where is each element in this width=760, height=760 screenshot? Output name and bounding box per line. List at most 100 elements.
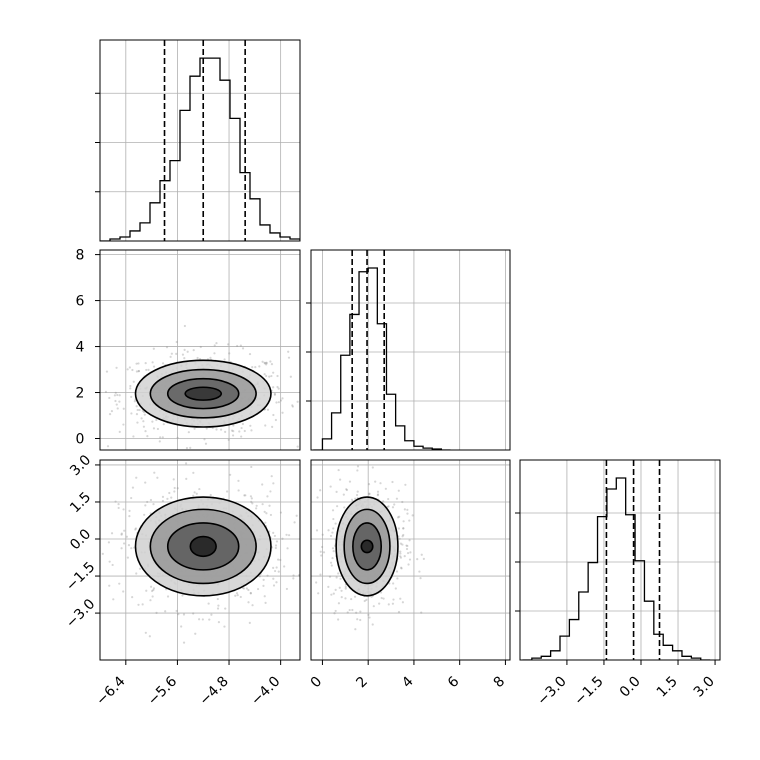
scatter-point	[407, 563, 410, 566]
scatter-point	[281, 411, 284, 414]
scatter-point	[272, 386, 275, 389]
scatter-point	[300, 383, 302, 385]
scatter-point	[152, 588, 155, 592]
scatter-point	[277, 387, 280, 390]
scatter-point	[274, 418, 277, 422]
scatter-point	[279, 558, 282, 562]
scatter-point	[335, 576, 338, 579]
scatter-point	[359, 618, 362, 622]
scatter-point	[354, 628, 357, 631]
scatter-point	[149, 599, 152, 602]
scatter-point	[149, 498, 153, 502]
contour-line	[184, 386, 223, 401]
scatter-point	[104, 390, 108, 393]
scatter-point	[245, 587, 248, 590]
scatter-point	[232, 424, 235, 427]
scatter-point	[210, 613, 213, 616]
scatter-point	[405, 544, 408, 547]
scatter-point	[329, 534, 333, 538]
y-tick-label: −1.5	[63, 559, 98, 594]
axes-frame	[99, 39, 301, 242]
y-tick-label: 8	[76, 248, 85, 264]
scatter-point	[285, 533, 288, 536]
scatter-point	[128, 509, 131, 512]
scatter-point	[186, 350, 189, 353]
scatter-point	[178, 476, 180, 478]
scatter-point	[110, 410, 114, 413]
scatter-point	[281, 537, 284, 540]
scatter-point	[394, 587, 397, 590]
scatter-point	[277, 558, 280, 561]
scatter-point	[120, 547, 123, 550]
scatter-point	[196, 356, 199, 360]
scatter-point	[180, 625, 183, 628]
scatter-point	[176, 487, 179, 490]
scatter-point	[182, 641, 186, 644]
scatter-point	[251, 366, 254, 369]
scatter-point	[168, 491, 171, 495]
scatter-point	[322, 551, 326, 554]
scatter-point	[128, 515, 131, 518]
x-tick-label: −3.0	[534, 674, 569, 709]
scatter-point	[232, 429, 235, 433]
contour-line	[166, 377, 240, 410]
scatter-point	[152, 427, 156, 430]
scatter-point	[376, 494, 379, 497]
scatter-point	[292, 574, 295, 577]
scatter-point	[215, 428, 218, 431]
scatter-point	[289, 375, 292, 378]
scatter-point	[266, 495, 269, 498]
histogram-panel-2	[515, 459, 721, 661]
scatter-point	[209, 493, 212, 497]
scatter-point	[255, 504, 258, 507]
scatter-point	[338, 586, 341, 589]
scatter-point	[277, 570, 280, 573]
scatter-point	[213, 352, 216, 355]
scatter-point	[331, 547, 335, 550]
scatter-point	[115, 366, 118, 369]
contour-line	[166, 522, 240, 571]
scatter-point	[353, 595, 357, 598]
scatter-point	[379, 482, 382, 485]
density-level	[361, 540, 373, 553]
scatter-point	[137, 603, 140, 606]
scatter-point	[152, 503, 155, 506]
scatter-point	[363, 599, 366, 603]
scatter-point	[108, 560, 111, 563]
scatter-point	[344, 597, 347, 600]
scatter-point	[265, 512, 268, 515]
scatter-point	[156, 476, 159, 479]
scatter-point	[164, 610, 167, 613]
scatter-point	[236, 594, 239, 597]
scatter-point	[399, 542, 403, 545]
y-tick-label: 0.0	[67, 526, 94, 553]
scatter-point	[126, 556, 129, 559]
scatter-point	[118, 400, 121, 403]
scatter-point	[162, 423, 165, 426]
scatter-point	[144, 362, 147, 365]
scatter-point	[207, 602, 210, 605]
scatter-point	[176, 436, 179, 439]
scatter-point	[269, 360, 272, 363]
scatter-point	[166, 497, 169, 500]
scatter-point	[138, 567, 142, 570]
scatter-point	[343, 506, 346, 509]
scatter-point	[321, 545, 324, 549]
scatter-point	[181, 594, 184, 597]
scatter-point	[228, 352, 231, 355]
scatter-point	[249, 591, 252, 595]
scatter-point	[251, 502, 254, 505]
scatter-point	[114, 391, 117, 394]
scatter-point	[411, 514, 414, 517]
scatter-point	[303, 379, 305, 381]
scatter-point	[334, 522, 337, 525]
scatter-point	[404, 483, 407, 486]
scatter-point	[330, 564, 333, 567]
scatter-point	[237, 479, 240, 482]
scatter-point	[114, 399, 117, 403]
scatter-point	[396, 577, 399, 580]
scatter-point	[301, 533, 303, 535]
scatter-point	[408, 519, 411, 522]
scatter-point	[189, 446, 192, 450]
